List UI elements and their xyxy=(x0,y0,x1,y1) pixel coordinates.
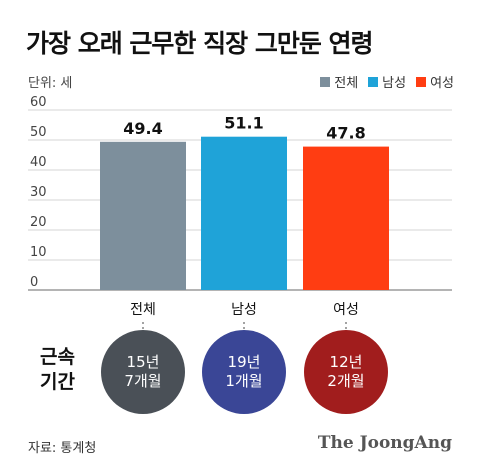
tenure-title-line2: 기간 xyxy=(40,371,75,393)
y-tick-label-10: 10 xyxy=(30,245,47,260)
tenure-title-line1: 근속 xyxy=(40,346,75,368)
legend: 전체 남성 여성 xyxy=(320,72,454,91)
bar-1 xyxy=(201,136,287,290)
tenure-total-months: 7개월 xyxy=(124,372,162,390)
legend-swatch-male xyxy=(368,76,379,87)
y-tick-label-0: 0 xyxy=(30,275,38,290)
legend-item-female: 여성 xyxy=(416,72,454,91)
bar-2 xyxy=(303,146,389,290)
y-tick-label-20: 20 xyxy=(30,215,47,230)
bar-0 xyxy=(100,141,186,290)
unit-label: 단위: 세 xyxy=(28,76,73,91)
tenure-male-years: 19년 xyxy=(227,353,261,371)
source-note: 자료: 통계청 xyxy=(28,441,97,456)
tenure-female-months: 2개월 xyxy=(327,372,365,390)
category-label-0: 전체 xyxy=(130,302,156,318)
tenure-title: 근속 기간 xyxy=(40,345,75,395)
brand-logo: The JoongAng xyxy=(317,433,452,453)
legend-label-male: 남성 xyxy=(382,76,407,91)
y-tick-label-40: 40 xyxy=(30,155,47,170)
tenure-female-years: 12년 xyxy=(329,353,363,371)
value-label-1: 51.1 xyxy=(224,114,263,133)
category-label-1: 남성 xyxy=(231,302,257,318)
chart-title: 가장 오래 근무한 직장 그만둔 연령 xyxy=(26,29,374,58)
value-label-0: 49.4 xyxy=(123,119,162,138)
legend-label-female: 여성 xyxy=(430,76,454,91)
value-label-2: 47.8 xyxy=(326,124,365,143)
legend-item-male: 남성 xyxy=(368,72,406,91)
legend-label-total: 전체 xyxy=(334,76,359,91)
y-tick-label-50: 50 xyxy=(30,125,47,140)
y-tick-label-30: 30 xyxy=(30,185,47,200)
y-tick-label-60: 60 xyxy=(30,95,47,110)
legend-swatch-total xyxy=(320,76,331,87)
tenure-male-months: 1개월 xyxy=(225,372,263,390)
legend-item-total: 전체 xyxy=(320,72,358,91)
tenure-circle-total: 15년 7개월 xyxy=(101,330,185,414)
tenure-total-years: 15년 xyxy=(126,353,160,371)
tenure-circle-female: 12년 2개월 xyxy=(304,330,388,414)
legend-swatch-female xyxy=(416,76,427,87)
tenure-circle-male: 19년 1개월 xyxy=(202,330,286,414)
category-label-2: 여성 xyxy=(333,302,359,318)
